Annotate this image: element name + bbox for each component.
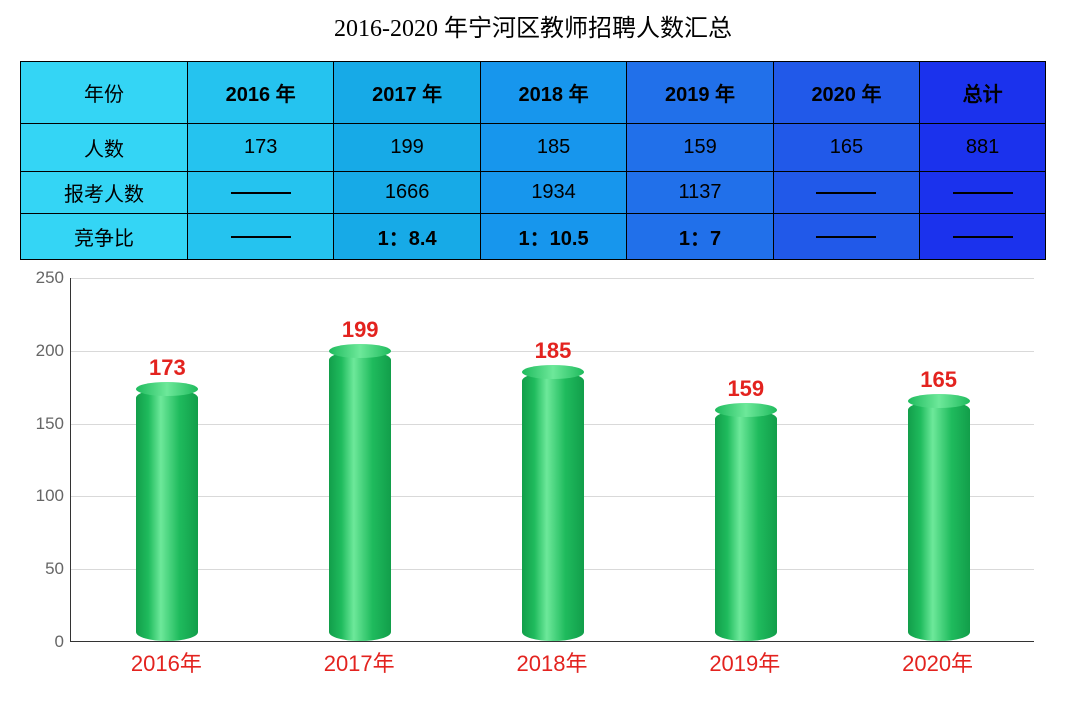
table-cell: 1137 <box>627 172 773 214</box>
x-tick-label: 2016年 <box>131 646 202 678</box>
row-label: 报考人数 <box>21 172 188 214</box>
table-cell: 1666 <box>334 172 480 214</box>
bar: 199 <box>329 351 391 641</box>
bar: 173 <box>136 389 198 641</box>
bar-value-label: 165 <box>920 367 957 393</box>
table-cell: 1：10.5 <box>480 214 626 260</box>
col-header-2019 年: 2019 年 <box>627 62 773 124</box>
table-cell: 173 <box>187 124 333 172</box>
table-cell <box>187 214 333 260</box>
table-cell: 1：7 <box>627 214 773 260</box>
x-tick-label: 2017年 <box>324 646 395 678</box>
bar: 185 <box>522 372 584 641</box>
bar-value-label: 173 <box>149 355 186 381</box>
x-tick-label: 2019年 <box>709 646 780 678</box>
table-cell: 199 <box>334 124 480 172</box>
table-cell: 881 <box>920 124 1046 172</box>
table-cell <box>187 172 333 214</box>
table-cell <box>773 214 919 260</box>
y-tick-label: 100 <box>24 486 64 506</box>
table-cell: 159 <box>627 124 773 172</box>
table-cell <box>920 172 1046 214</box>
col-header-2018 年: 2018 年 <box>480 62 626 124</box>
x-tick-label: 2020年 <box>902 646 973 678</box>
table-cell: 165 <box>773 124 919 172</box>
table-cell: 1：8.4 <box>334 214 480 260</box>
col-header-total: 总计 <box>920 62 1046 124</box>
bar-value-label: 199 <box>342 317 379 343</box>
col-header-2020 年: 2020 年 <box>773 62 919 124</box>
row-label: 竞争比 <box>21 214 188 260</box>
bar: 159 <box>715 410 777 642</box>
bar-value-label: 185 <box>535 338 572 364</box>
y-tick-label: 150 <box>24 414 64 434</box>
table-cell: 185 <box>480 124 626 172</box>
summary-table: 年份2016 年2017 年2018 年2019 年2020 年总计人数1731… <box>20 61 1046 260</box>
bar: 165 <box>908 401 970 641</box>
table-cell <box>920 214 1046 260</box>
col-header-2016 年: 2016 年 <box>187 62 333 124</box>
recruit-bar-chart: 0 50 100 150 200 250 173 199 185 159 165 2016年 201… <box>24 270 1042 688</box>
y-tick-label: 0 <box>24 632 64 652</box>
row-label: 人数 <box>21 124 188 172</box>
col-header-year: 年份 <box>21 62 188 124</box>
page-title: 2016-2020 年宁河区教师招聘人数汇总 <box>20 8 1046 43</box>
y-tick-label: 250 <box>24 268 64 288</box>
x-tick-label: 2018年 <box>517 646 588 678</box>
table-cell: 1934 <box>480 172 626 214</box>
bar-value-label: 159 <box>727 376 764 402</box>
col-header-2017 年: 2017 年 <box>334 62 480 124</box>
table-cell <box>773 172 919 214</box>
y-tick-label: 50 <box>24 559 64 579</box>
y-tick-label: 200 <box>24 341 64 361</box>
